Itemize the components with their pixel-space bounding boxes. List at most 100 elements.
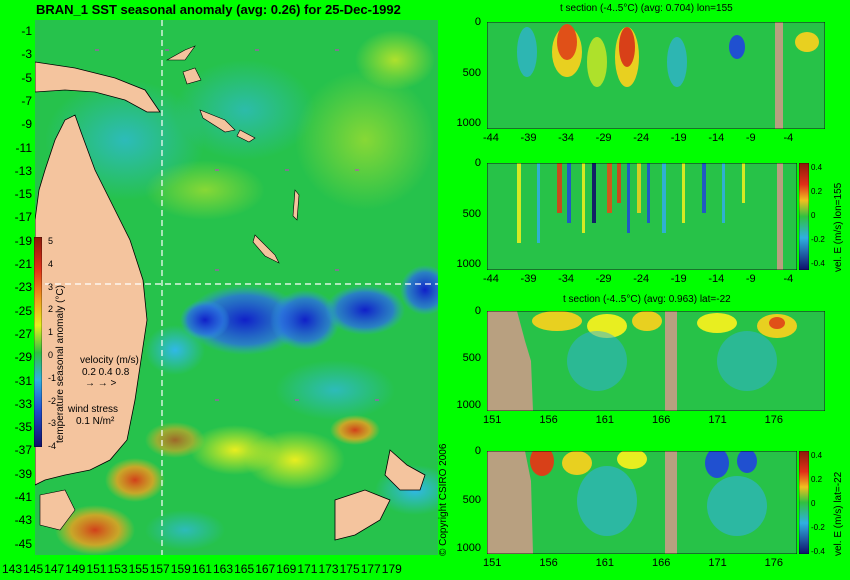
panel1-plot: [487, 22, 825, 129]
velocity-legend-arrows: → → >: [85, 378, 117, 389]
panel3-y-tick: 1000: [456, 399, 481, 411]
panel4-x-tick: 161: [595, 557, 615, 569]
panel3-x-tick: 156: [539, 414, 558, 426]
panel2-y-tick: 1000: [456, 258, 481, 270]
longitude-tick: 155: [128, 562, 149, 576]
panel1-x-tick: -29: [595, 132, 612, 144]
panel1-x-tick: -19: [670, 132, 687, 144]
longitude-tick: 169: [276, 562, 297, 576]
panel2-x-tick: -34: [558, 273, 575, 285]
panel4-colorbar-tick: 0.4: [811, 451, 823, 460]
panel4-x-tick: 151: [483, 557, 502, 569]
panel4-colorbar-tick: 0.2: [811, 475, 823, 484]
latitude-tick: -19: [14, 233, 32, 248]
panel1-x-tick: -4: [783, 132, 794, 144]
latitude-tick: -41: [14, 490, 32, 504]
main-title: BRAN_1 SST seasonal anomaly (avg: 0.26) …: [36, 2, 401, 17]
longitude-tick: 171: [297, 562, 318, 576]
panel4-y-tick: 500: [462, 493, 481, 506]
latitude-tick: -23: [14, 280, 32, 295]
panel3-y-tick: 0: [474, 305, 481, 317]
velocity-legend-title: velocity (m/s): [80, 355, 139, 366]
panel1-x-tick: -14: [708, 132, 725, 144]
panel2-x-tick: -24: [633, 273, 650, 285]
colorbar-tick: 3: [48, 281, 54, 292]
latitude-tick: -43: [14, 513, 32, 528]
latitude-tick: -31: [14, 373, 32, 388]
latitude-tick: -9: [21, 117, 32, 132]
panel1-x-tick: -34: [558, 132, 575, 144]
longitude-tick: 179: [381, 562, 402, 576]
panel1-y-tick: 1000: [456, 117, 481, 129]
panel3-x-tick: 176: [764, 414, 784, 426]
sst-map: [35, 20, 438, 555]
panel3-title: t section (-4..5°C) (avg: 0.963) lat=-22: [563, 294, 731, 305]
latitude-tick: -5: [21, 70, 32, 85]
panel4-x-tick: 166: [652, 557, 671, 569]
panel2-x-tick: -9: [745, 273, 756, 285]
longitude-tick: 177: [360, 562, 381, 576]
longitude-tick: 163: [213, 562, 234, 576]
panel4-x-tick: 176: [764, 557, 784, 569]
latitude-tick: -1: [21, 24, 32, 38]
longitude-tick: 149: [65, 562, 86, 576]
latitude-tick: -27: [14, 326, 32, 341]
longitude-tick: 161: [191, 562, 212, 576]
panel2-colorbar-tick: 0: [811, 211, 816, 220]
panel2-colorbar-ticks: 0.4 0.2 0 -0.2 -0.4: [811, 163, 831, 273]
colorbar-tick: -2: [48, 395, 57, 406]
panel3-x-tick: 161: [595, 414, 615, 426]
panel2-y-tick: 0: [474, 157, 481, 169]
colorbar-tick: 0: [48, 350, 54, 360]
latitude-tick: -11: [15, 140, 32, 155]
panel2-colorbar: [799, 163, 809, 270]
panel2-colorbar-tick: 0.2: [811, 187, 823, 196]
longitude-tick: 147: [44, 562, 65, 576]
panel2-colorbar-tick: 0.4: [811, 163, 823, 172]
panel2-x-tick: -4: [783, 273, 794, 285]
panel1-x-tick: -9: [745, 132, 756, 144]
panel3-y-tick: 500: [462, 352, 481, 364]
panel4-x-tick: 171: [708, 557, 727, 569]
panel2-x-tick: -19: [670, 273, 687, 285]
colorbar-tick: 5: [48, 236, 54, 246]
latitude-tick: -7: [21, 93, 32, 108]
panel1-y-tick: 0: [474, 16, 481, 28]
panel2-side-label: vel. E (m/s) lon=155: [833, 182, 844, 272]
panel3-x-tick: 151: [483, 414, 502, 426]
latitude-tick: -21: [14, 257, 32, 271]
latitude-tick: -37: [14, 443, 32, 458]
latitude-tick: -33: [14, 396, 32, 411]
longitude-tick: 151: [86, 562, 107, 576]
sst-colorbar: [34, 237, 42, 447]
panel2-y-tick: 500: [462, 207, 481, 220]
panel2-colorbar-tick: -0.2: [811, 235, 825, 244]
longitude-tick: 167: [255, 562, 276, 576]
panel4-plot: [487, 451, 797, 554]
panel3-plot: [487, 311, 825, 411]
panel4-y-tick: 1000: [456, 542, 481, 554]
longitude-tick: 145: [23, 562, 44, 576]
colorbar-tick: 1: [48, 327, 54, 338]
panel2-x-tick: -39: [520, 273, 537, 285]
latitude-tick: -29: [14, 350, 32, 365]
latitude-tick: -39: [14, 466, 32, 481]
latitude-tick: -13: [14, 163, 32, 178]
colorbar-tick: 4: [48, 258, 54, 269]
wind-legend-value: 0.1 N/m²: [76, 416, 115, 427]
longitude-tick: 165: [234, 562, 255, 576]
latitude-tick: -25: [14, 303, 32, 318]
colorbar-tick: 2: [48, 304, 54, 315]
latitude-tick: -17: [14, 210, 32, 225]
panel4-colorbar: [799, 451, 809, 554]
colorbar-tick: -4: [48, 441, 57, 452]
panel1-y-tick: 500: [462, 66, 481, 79]
panel4-colorbar-ticks: 0.4 0.2 0 -0.2 -0.4: [811, 451, 831, 561]
latitude-tick: -35: [14, 420, 32, 435]
longitude-tick: 157: [149, 562, 170, 576]
panel1-x-tick: -44: [483, 132, 499, 144]
panel4-colorbar-tick: 0: [811, 499, 816, 508]
longitude-tick: 143: [2, 562, 23, 576]
colorbar-tick: -1: [48, 372, 57, 383]
panel3-x-tick: 166: [652, 414, 671, 426]
